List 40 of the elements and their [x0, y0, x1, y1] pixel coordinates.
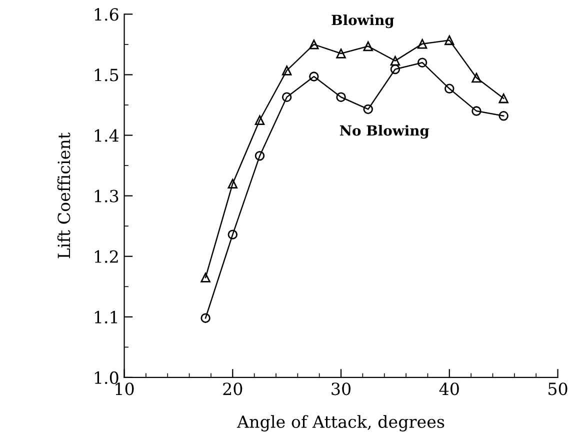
point: [282, 66, 292, 76]
point: [498, 93, 508, 104]
x-tick-label: 20: [223, 382, 242, 396]
point: [390, 56, 400, 66]
point: [228, 178, 238, 189]
point: [254, 150, 265, 161]
point: [336, 92, 346, 102]
point: [498, 111, 508, 121]
x-tick-label: 40: [439, 382, 459, 396]
point: [363, 104, 373, 114]
point: [472, 106, 482, 116]
point: [363, 41, 373, 52]
point: [228, 230, 238, 240]
y-tick-label: 1.0: [94, 371, 118, 384]
point: [200, 272, 210, 282]
series-label: No Blowing: [340, 124, 430, 139]
x-axis-title: Angle of Attack, degrees: [236, 415, 444, 432]
point: [282, 92, 292, 102]
y-axis-title: Lift Coefficient: [57, 132, 70, 258]
series-label: Blowing: [332, 14, 394, 28]
x-tick-label: 30: [332, 382, 351, 396]
y-tick-label: 1.1: [94, 310, 118, 324]
point: [309, 40, 319, 50]
point: [309, 72, 319, 82]
y-tick-label: 1.6: [94, 8, 118, 21]
x-tick-label: 10: [116, 382, 134, 396]
point: [444, 35, 454, 46]
point: [444, 84, 454, 94]
x-tick-label: 50: [548, 382, 568, 396]
y-tick-label: 1.3: [94, 190, 118, 202]
y-tick-label: 1.4: [94, 129, 119, 142]
point: [200, 313, 210, 323]
point: [472, 72, 482, 83]
point: [336, 48, 346, 58]
point: [390, 64, 400, 74]
point: [417, 58, 428, 68]
y-tick-label: 1.5: [94, 68, 118, 82]
point: [254, 115, 265, 125]
point: [417, 38, 428, 49]
y-tick-label: 1.2: [94, 250, 118, 263]
